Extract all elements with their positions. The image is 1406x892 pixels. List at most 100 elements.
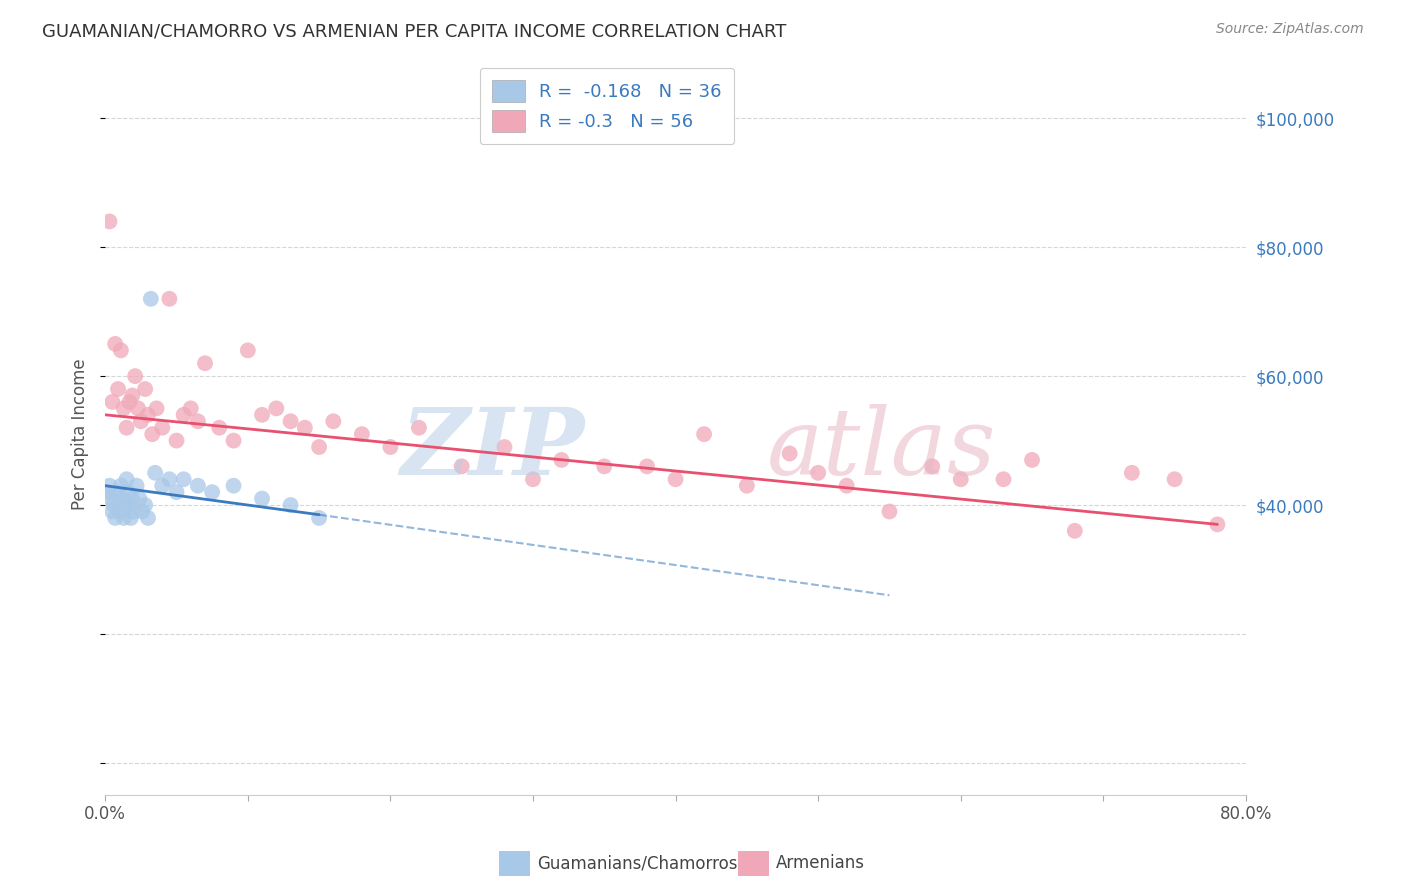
Point — [879, 504, 901, 518]
Point — [173, 408, 195, 422]
Point — [97, 485, 120, 500]
Point — [636, 459, 658, 474]
Point — [141, 427, 163, 442]
Point — [101, 504, 124, 518]
Point — [118, 395, 141, 409]
Point — [134, 498, 156, 512]
Point — [122, 504, 145, 518]
Point — [807, 466, 830, 480]
Point — [1121, 466, 1143, 480]
Point — [120, 511, 142, 525]
Point — [294, 420, 316, 434]
Point — [408, 420, 430, 434]
Point — [166, 434, 188, 448]
Point — [104, 511, 127, 525]
Point — [110, 479, 132, 493]
Point — [115, 472, 138, 486]
Point — [127, 401, 149, 416]
Point — [180, 401, 202, 416]
Point — [100, 491, 122, 506]
Point — [112, 511, 135, 525]
Point — [222, 479, 245, 493]
Point — [380, 440, 402, 454]
Point — [136, 511, 159, 525]
Point — [835, 479, 858, 493]
Point — [993, 472, 1015, 486]
Point — [949, 472, 972, 486]
Point — [450, 459, 472, 474]
Point — [236, 343, 259, 358]
Point — [105, 485, 128, 500]
Point — [166, 485, 188, 500]
Point — [150, 420, 173, 434]
Point — [266, 401, 288, 416]
Point — [693, 427, 716, 442]
Point — [104, 337, 127, 351]
Point — [107, 498, 129, 512]
Point — [145, 401, 167, 416]
Point — [779, 446, 801, 460]
Point — [921, 459, 943, 474]
Point — [111, 491, 134, 506]
Point — [187, 414, 209, 428]
Point — [201, 485, 224, 500]
Point — [103, 498, 125, 512]
Point — [350, 427, 373, 442]
Point — [208, 420, 231, 434]
Point — [308, 440, 330, 454]
Point — [129, 414, 152, 428]
Point — [101, 395, 124, 409]
Point — [280, 414, 302, 428]
Legend: R =  -0.168   N = 36, R = -0.3   N = 56: R = -0.168 N = 36, R = -0.3 N = 56 — [479, 68, 734, 145]
Point — [136, 408, 159, 422]
Point — [108, 504, 131, 518]
Point — [222, 434, 245, 448]
Point — [550, 453, 572, 467]
Point — [121, 491, 143, 506]
Point — [115, 420, 138, 434]
Point — [124, 369, 146, 384]
Point — [121, 388, 143, 402]
Point — [322, 414, 344, 428]
Point — [735, 479, 758, 493]
Point — [1163, 472, 1185, 486]
Point — [250, 491, 273, 506]
Point — [494, 440, 516, 454]
Point — [173, 472, 195, 486]
Point — [522, 472, 544, 486]
Text: atlas: atlas — [766, 403, 997, 493]
Point — [187, 479, 209, 493]
Point — [128, 491, 150, 506]
Point — [308, 511, 330, 525]
Point — [194, 356, 217, 370]
Text: Armenians: Armenians — [776, 855, 865, 872]
Point — [250, 408, 273, 422]
Point — [1021, 453, 1043, 467]
Point — [157, 292, 180, 306]
Point — [593, 459, 616, 474]
Point — [118, 498, 141, 512]
Point — [280, 498, 302, 512]
Point — [139, 292, 162, 306]
Point — [143, 466, 166, 480]
Point — [664, 472, 686, 486]
Point — [134, 382, 156, 396]
Point — [110, 343, 132, 358]
Point — [98, 479, 121, 493]
Point — [98, 214, 121, 228]
Point — [114, 498, 136, 512]
Point — [157, 472, 180, 486]
Point — [117, 485, 139, 500]
Point — [112, 401, 135, 416]
Text: Guamanians/Chamorros: Guamanians/Chamorros — [537, 855, 738, 872]
Text: ZIP: ZIP — [401, 403, 585, 493]
Y-axis label: Per Capita Income: Per Capita Income — [72, 359, 89, 510]
Text: Source: ZipAtlas.com: Source: ZipAtlas.com — [1216, 22, 1364, 37]
Point — [107, 382, 129, 396]
Point — [131, 504, 153, 518]
Text: GUAMANIAN/CHAMORRO VS ARMENIAN PER CAPITA INCOME CORRELATION CHART: GUAMANIAN/CHAMORRO VS ARMENIAN PER CAPIT… — [42, 22, 786, 40]
Point — [1206, 517, 1229, 532]
Point — [1063, 524, 1085, 538]
Point — [125, 479, 148, 493]
Point — [150, 479, 173, 493]
